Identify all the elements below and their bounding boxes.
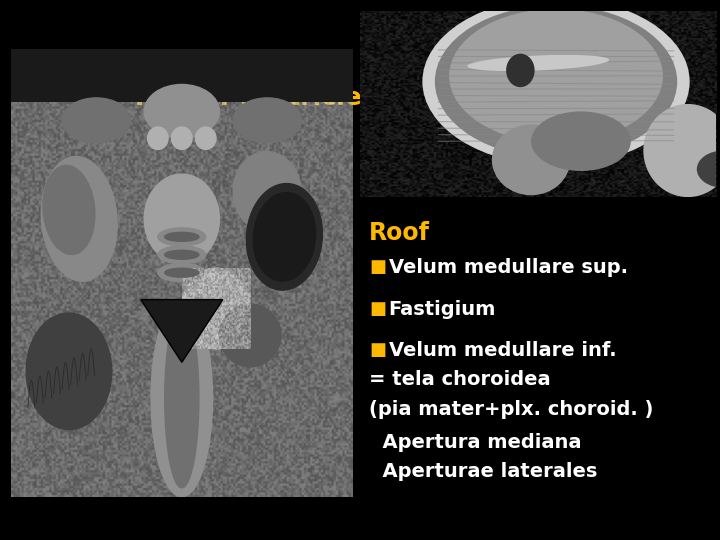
Ellipse shape — [644, 104, 720, 197]
Text: ■: ■ — [369, 258, 386, 276]
FancyBboxPatch shape — [11, 49, 353, 103]
Ellipse shape — [435, 5, 678, 158]
Text: Velum medullare sup.: Velum medullare sup. — [389, 258, 628, 277]
Ellipse shape — [144, 84, 220, 138]
Ellipse shape — [165, 308, 199, 488]
Ellipse shape — [41, 157, 117, 281]
Ellipse shape — [449, 9, 663, 143]
Ellipse shape — [246, 184, 323, 290]
Ellipse shape — [531, 111, 631, 171]
Ellipse shape — [506, 53, 535, 87]
Ellipse shape — [165, 250, 199, 259]
Ellipse shape — [467, 55, 609, 71]
Polygon shape — [141, 300, 223, 362]
Ellipse shape — [196, 127, 216, 150]
Ellipse shape — [26, 313, 112, 429]
Ellipse shape — [697, 151, 720, 188]
Ellipse shape — [181, 268, 251, 349]
Text: ■: ■ — [369, 300, 386, 318]
Text: (pia mater+plx. choroid. ): (pia mater+plx. choroid. ) — [369, 400, 653, 419]
Ellipse shape — [165, 232, 199, 241]
Text: Apertura mediana: Apertura mediana — [369, 433, 582, 452]
Ellipse shape — [233, 152, 302, 232]
Ellipse shape — [165, 268, 199, 277]
Ellipse shape — [43, 165, 95, 254]
Text: Fastigium: Fastigium — [389, 300, 496, 319]
Ellipse shape — [158, 264, 206, 282]
Text: Fourth ventricle: Fourth ventricle — [135, 85, 361, 110]
Ellipse shape — [220, 304, 281, 367]
Ellipse shape — [423, 0, 690, 165]
Text: ■: ■ — [369, 341, 386, 359]
Ellipse shape — [148, 127, 168, 150]
Text: = tela choroidea: = tela choroidea — [369, 370, 551, 389]
Ellipse shape — [492, 124, 570, 195]
Ellipse shape — [144, 174, 220, 264]
Ellipse shape — [151, 300, 212, 497]
Ellipse shape — [171, 127, 192, 150]
Ellipse shape — [233, 98, 302, 143]
Text: Velum medullare inf.: Velum medullare inf. — [389, 341, 616, 360]
Text: Aperturae laterales: Aperturae laterales — [369, 462, 598, 481]
Ellipse shape — [158, 246, 206, 264]
Ellipse shape — [62, 98, 130, 143]
Text: Roof: Roof — [369, 221, 430, 245]
Ellipse shape — [158, 228, 206, 246]
Ellipse shape — [253, 193, 315, 281]
